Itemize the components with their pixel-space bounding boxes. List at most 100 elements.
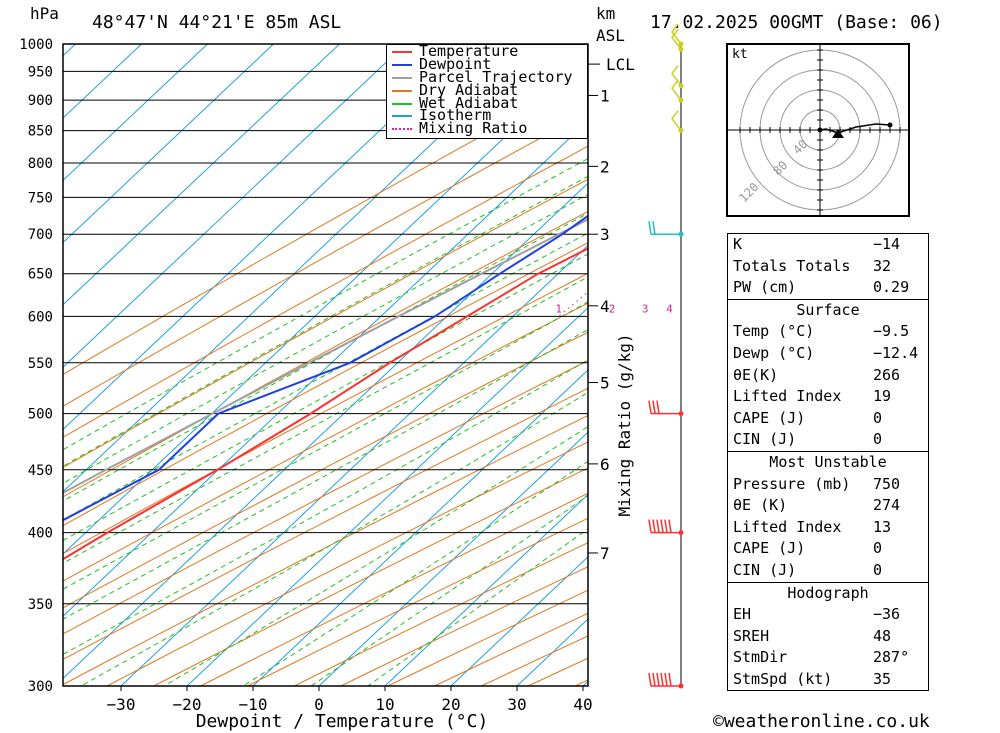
pressure-tick-label: 350 [28,597,53,613]
isotherm-line [63,182,588,680]
dry-adiabat-line [106,441,588,686]
mixing-ratio-axis-title: Mixing Ratio (g/kg) [615,333,634,516]
pressure-tick-label: 850 [28,124,53,140]
isotherm-line [450,556,588,686]
wind-barb-feather [656,400,660,414]
wind-barb-feather [652,221,656,235]
surface-index-row: Temp (°C) −9.5 [728,321,928,343]
general-index-label: PW (cm) [733,278,797,297]
dry-adiabat-line [63,331,588,609]
hodograph-index-value: 287° [873,648,910,667]
wind-barb-feather [656,672,660,687]
hodograph-index-row: SREH 48 [728,626,928,648]
x-tick-label: 40 [573,695,592,714]
wet-adiabat-line [80,391,588,686]
surface-index-value: 0 [873,430,883,449]
x-axis-title: Dewpoint / Temperature (°C) [196,711,489,732]
km-tick-label: 5 [600,374,610,393]
legend-entry: Dry Adiabat [387,80,587,99]
isotherm-line [252,369,588,686]
pressure-tick-label: 500 [28,407,53,423]
legend-entry: Dewpoint [387,56,587,71]
dry-adiabat-line [200,492,588,686]
km-tick-label: 1 [600,86,610,105]
surface-index-row: Lifted Index 19 [728,386,928,408]
most-unstable-index-row: CAPE (J) 0 [728,538,928,560]
general-index-row: K −14 [728,234,928,256]
isotherm-line [318,431,588,686]
dry-adiabat-line [63,414,588,686]
asl-unit-label: ASL [596,26,625,45]
most-unstable-index-label: Pressure (mb) [733,474,851,493]
dewpoint-profile [63,214,588,522]
wet-adiabat-line [367,528,588,686]
most-unstable-index-value: 274 [873,496,901,515]
wet-adiabat-line [63,328,588,620]
hodograph-index-row: StmSpd (kt) 35 [728,669,928,691]
lcl-label: LCL [606,55,635,74]
wind-barb-feather [660,519,664,533]
x-tick-label: −10 [239,695,268,714]
isotherm-line [384,493,588,686]
x-tick-label: 0 [314,695,324,714]
most-unstable-index-row: CIN (J) 0 [728,560,928,582]
most-unstable-index-value: 750 [873,474,901,493]
most-unstable-index-row: Pressure (mb) 750 [728,474,928,496]
temperature-profile [63,247,588,561]
legend-label: Dry Adiabat [419,80,519,99]
legend-label: Temperature [419,42,519,60]
surface-index-value: −12.4 [873,343,919,362]
isotherm-line [582,680,588,686]
datetime-title: 17.02.2025 00GMT (Base: 06) [650,12,943,33]
isotherm-line [120,244,588,686]
x-tick-label: 20 [441,695,460,714]
surface-index-value: 266 [873,365,901,384]
copyright-link[interactable]: ©weatheronline.co.uk [713,711,930,732]
hodograph-trace [819,123,891,134]
surface-index-label: CIN (J) [733,430,797,449]
isotherm-line [63,44,406,368]
general-index-value: −14 [873,235,901,253]
dry-adiabat-line [481,635,588,686]
general-index-row: Totals Totals 32 [728,256,928,278]
isotherm-line [63,44,142,119]
wind-barb-feather [648,519,652,533]
surface-indices: Surface Temp (°C) −9.5 Dewp (°C) −12.4 θE(K)… [728,298,928,451]
wind-barb-feather [648,672,652,687]
surface-index-label: Dewp (°C) [733,343,815,362]
surface-index-row: θE(K) 266 [728,365,928,387]
wind-barb-feather [664,672,668,687]
legend-swatch [392,89,412,92]
surface-index-label: θE(K) [733,365,779,384]
surface-index-label: Lifted Index [733,387,842,406]
hodograph-title: Hodograph [787,583,869,602]
wet-adiabat-line [63,301,588,590]
pressure-unit-label: hPa [30,4,59,23]
general-index-label: Totals Totals [733,256,851,275]
wet-adiabat-line [163,426,588,686]
hodograph-index-label: StmSpd (kt) [733,669,833,688]
x-tick-label: −20 [173,695,202,714]
pressure-tick-label: 900 [28,93,53,109]
km-tick-label: 2 [600,157,610,176]
most-unstable-index-row: θE (K) 274 [728,495,928,517]
legend-label: Mixing Ratio [419,119,528,138]
wind-barb-feather [664,519,668,533]
parcel-trajectory [63,218,588,495]
km-tick-label: 3 [600,225,610,244]
general-index-value: 32 [873,256,892,275]
surface-title: Surface [796,300,860,319]
general-index-value: 0.29 [873,278,910,297]
isotherm-line [649,44,700,686]
hodograph-indices: Hodograph EH −36 SREH 48 StmDir 287° StmSpd (k… [728,581,928,691]
hodograph-index-label: SREH [733,626,770,645]
wet-adiabat-line [242,460,588,686]
legend: Temperature Dewpoint Parcel Trajectory Dry … [386,44,588,139]
wind-barb-feather [652,519,656,533]
dry-adiabat-line [387,589,588,686]
pressure-tick-label: 550 [28,356,53,372]
mixing-ratio-line [612,44,700,316]
wind-barb-feather [648,221,652,235]
legend-swatch [392,63,412,66]
wind-barb-feather [652,400,656,414]
